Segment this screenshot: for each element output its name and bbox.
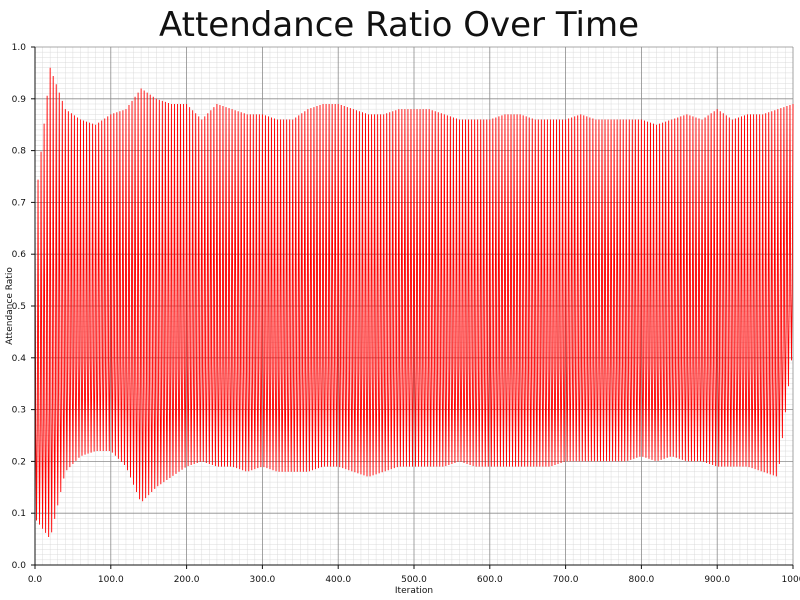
y-axis-label: Attendance Ratio <box>5 267 15 345</box>
y-tick-label: 0.1 <box>12 509 26 519</box>
y-tick-label: 0.0 <box>12 561 27 571</box>
x-tick-label: 200.0 <box>174 575 200 585</box>
x-tick-label: 0.0 <box>28 575 43 585</box>
x-tick-label: 400.0 <box>325 575 351 585</box>
x-ticks: 0.0 100.0 200.0 300.0 400.0 500.0 600.0 700.0 80… <box>28 565 800 585</box>
grid-major <box>34 46 794 566</box>
y-tick-label: 0.4 <box>12 354 27 364</box>
y-tick-label: 1.0 <box>12 43 27 53</box>
series-layer <box>34 67 794 538</box>
x-tick-label: 900.0 <box>704 575 730 585</box>
y-tick-label: 0.7 <box>12 198 26 208</box>
y-tick-label: 0.8 <box>12 147 27 157</box>
chart-title: Attendance Ratio Over Time <box>159 5 639 45</box>
series-line <box>34 67 794 538</box>
y-tick-label: 0.5 <box>12 302 26 312</box>
y-tick-label: 0.2 <box>12 457 26 467</box>
y-tick-label: 0.9 <box>12 95 27 105</box>
y-tick-label: 0.3 <box>12 406 26 416</box>
y-ticks: 0.0 0.1 0.2 0.3 0.4 0.5 0.6 0.7 0.8 0.9 1.0 <box>12 43 35 571</box>
x-tick-label: 300.0 <box>250 575 276 585</box>
x-axis-label: Iteration <box>395 586 433 596</box>
x-tick-label: 100.0 <box>98 575 124 585</box>
x-tick-label: 700.0 <box>553 575 579 585</box>
x-tick-label: 600.0 <box>477 575 503 585</box>
x-tick-label: 800.0 <box>629 575 655 585</box>
y-tick-label: 0.6 <box>12 250 27 260</box>
x-tick-label: 500.0 <box>401 575 427 585</box>
